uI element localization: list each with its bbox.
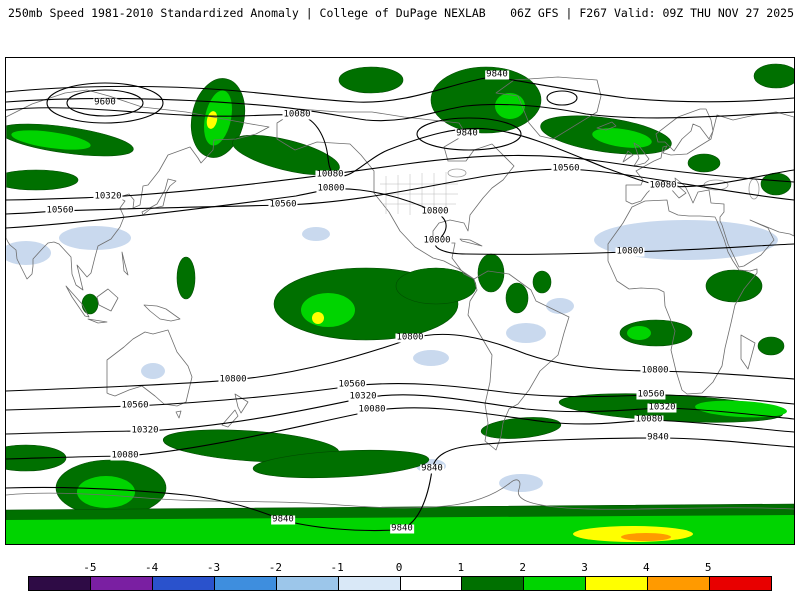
world-map-svg bbox=[6, 63, 794, 544]
colorbar-segment bbox=[338, 577, 401, 590]
coastline-greenland bbox=[495, 76, 602, 140]
colorbar-segment bbox=[648, 577, 711, 590]
contour-label: 10800 bbox=[395, 332, 425, 343]
coastline-antarctica bbox=[6, 479, 794, 510]
header-bar: 250mb Speed 1981-2010 Standardized Anoma… bbox=[8, 6, 794, 20]
contour-label: 9840 bbox=[485, 69, 509, 80]
coastline-borneo bbox=[96, 288, 119, 312]
colorbar-segment bbox=[152, 577, 215, 590]
contour-label: 10800 bbox=[640, 365, 670, 376]
coastline-tasmania bbox=[175, 410, 182, 419]
contour-label: 10560 bbox=[45, 205, 75, 216]
contour-label: 9840 bbox=[271, 514, 295, 525]
colorbar-tick-label: -3 bbox=[206, 561, 221, 574]
colorbar-segment bbox=[29, 577, 91, 590]
colorbar-segment bbox=[90, 577, 153, 590]
colorbar-tick-labels: -5 -4 -3 -2 -1 0 1 2 3 4 5 bbox=[28, 561, 772, 574]
model-valid-info: 06Z GFS | F267 Valid: 09Z THU NOV 27 202… bbox=[510, 6, 794, 20]
coastline-madagascar bbox=[740, 334, 756, 370]
colorbar-segment bbox=[400, 577, 463, 590]
contour-label: 10800 bbox=[422, 235, 452, 246]
colorbar-tick-label: 1 bbox=[457, 561, 465, 574]
coastline-australia bbox=[106, 329, 193, 407]
contour-label: 10800 bbox=[420, 206, 450, 217]
coastline-scandinavia bbox=[655, 108, 714, 152]
contour-label: 10320 bbox=[647, 402, 677, 413]
colorbar-segment bbox=[710, 577, 772, 590]
contour-label: 10560 bbox=[337, 379, 367, 390]
coastline-philippines bbox=[121, 251, 129, 276]
coastline-cuba bbox=[459, 238, 483, 247]
coastline-sumatra bbox=[65, 285, 90, 318]
colorbar-segment bbox=[462, 577, 525, 590]
contour-label: 10560 bbox=[268, 199, 298, 210]
colorbar-tick-label: -4 bbox=[145, 561, 159, 574]
coastline-java bbox=[87, 318, 108, 324]
contour-label: 9600 bbox=[93, 97, 117, 108]
colorbar-segments bbox=[28, 576, 772, 591]
colorbar-segment bbox=[524, 577, 587, 590]
coastline-asia-east bbox=[6, 89, 270, 291]
colorbar-tick-label: -2 bbox=[268, 561, 282, 574]
contour-label: 10560 bbox=[636, 389, 666, 400]
colorbar-segment bbox=[276, 577, 339, 590]
contour-label: 9840 bbox=[390, 523, 414, 534]
colorbar-tick-label: -5 bbox=[83, 561, 97, 574]
colorbar: -5 -4 -3 -2 -1 0 1 2 3 4 5 bbox=[28, 561, 772, 595]
map-title: 250mb Speed 1981-2010 Standardized Anoma… bbox=[8, 6, 486, 20]
coastline-new-guinea bbox=[143, 304, 181, 322]
coastline-north-america bbox=[276, 108, 515, 280]
anomaly-shading-positive-dark bbox=[6, 63, 794, 544]
colorbar-tick-label: 0 bbox=[395, 561, 403, 574]
coastline-africa bbox=[607, 199, 758, 395]
contour-label: 10080 bbox=[357, 404, 387, 415]
contour-label: 10320 bbox=[93, 191, 123, 202]
contour-label: 9840 bbox=[455, 128, 479, 139]
anomaly-shading-negative bbox=[6, 220, 778, 492]
colorbar-tick-label: 2 bbox=[519, 561, 526, 574]
contour-label: 10080 bbox=[634, 414, 664, 425]
colorbar-tick-label: 5 bbox=[704, 561, 712, 574]
contour-label: 9840 bbox=[646, 432, 670, 443]
colorbar-segment bbox=[214, 577, 277, 590]
contour-label: 9840 bbox=[420, 463, 444, 474]
contour-label: 10800 bbox=[218, 374, 248, 385]
coastline-ireland bbox=[622, 150, 634, 163]
contour-label: 10560 bbox=[120, 400, 150, 411]
contour-label: 10080 bbox=[110, 450, 140, 461]
colorbar-tick-label: 3 bbox=[581, 561, 588, 574]
contour-label: 10320 bbox=[348, 391, 378, 402]
coastline-iceland bbox=[596, 121, 617, 131]
contour-label: 10800 bbox=[615, 246, 645, 257]
colorbar-tick-label: -1 bbox=[330, 561, 344, 574]
contour-label: 10080 bbox=[282, 109, 312, 120]
caspian-sea bbox=[748, 178, 760, 200]
contour-label: 10080 bbox=[648, 180, 678, 191]
colorbar-segment bbox=[586, 577, 649, 590]
coastline-britain bbox=[633, 142, 650, 167]
great-lakes bbox=[447, 168, 467, 178]
contour-label: 10080 bbox=[315, 169, 345, 180]
coastline-south-america bbox=[467, 270, 570, 451]
coastline-new-zealand bbox=[221, 393, 249, 428]
contour-label: 10800 bbox=[316, 183, 346, 194]
colorbar-tick-label: 4 bbox=[643, 561, 650, 574]
coastline-japan bbox=[141, 178, 177, 216]
contour-label: 10320 bbox=[130, 425, 160, 436]
world-map: 9840 9600 10080 9840 10560 10080 10080 10800 103… bbox=[5, 57, 795, 545]
contour-label: 10560 bbox=[551, 163, 581, 174]
